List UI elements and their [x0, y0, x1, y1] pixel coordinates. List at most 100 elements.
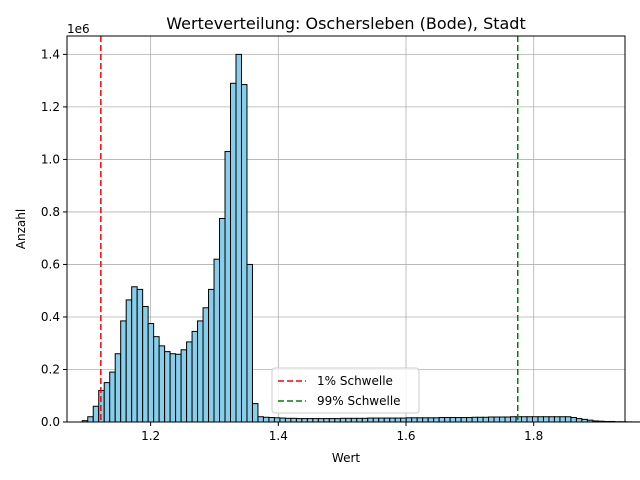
x-tick-label: 1.8: [524, 429, 543, 443]
histogram-bar: [169, 353, 177, 423]
histogram-bar: [444, 417, 451, 423]
histogram-bar: [268, 417, 275, 423]
y-axis-ticks: 0.0 0.2 0.4 0.6 0.8 1.0 1.2 1.4: [41, 47, 67, 429]
histogram-bar: [339, 417, 347, 423]
histogram-bar: [224, 151, 232, 423]
histogram-bar: [499, 416, 506, 423]
histogram-bar: [515, 416, 523, 423]
histogram-bar: [526, 416, 533, 423]
histogram-bar: [312, 418, 319, 423]
histogram-bar: [389, 417, 396, 423]
histogram-bar: [455, 417, 462, 423]
histogram-bar: [257, 416, 264, 423]
histogram-bar: [147, 323, 155, 423]
histogram-bar: [405, 417, 413, 423]
histogram-bar: [295, 418, 303, 423]
y-tick-label: 1.0: [41, 152, 60, 166]
histogram-bar: [235, 53, 242, 423]
histogram-bar: [510, 416, 517, 423]
legend-label-2: 99% Schwelle: [317, 394, 401, 408]
y-tick-label: 0.4: [41, 310, 60, 324]
histogram-bar: [460, 417, 468, 423]
histogram-bar: [230, 82, 237, 423]
histogram-bar: [400, 417, 407, 423]
y-tick-label: 1.4: [41, 47, 60, 61]
histogram-bar: [575, 418, 583, 423]
legend: 1% Schwelle 99% Schwelle: [271, 367, 420, 414]
histogram-bar: [202, 307, 210, 423]
histogram-bar: [175, 353, 182, 423]
histogram-bar: [323, 418, 330, 423]
histogram-bar: [87, 416, 94, 423]
histogram-bar: [542, 416, 550, 423]
histogram-bar: [367, 417, 374, 423]
histogram-bar: [345, 417, 352, 423]
histogram-bar: [213, 258, 221, 423]
histogram-bar: [197, 320, 204, 423]
y-tick-label: 0.6: [41, 257, 60, 271]
histogram-bar: [553, 416, 561, 423]
histogram-bar: [334, 418, 341, 423]
histogram-bar: [477, 416, 484, 423]
histogram-bar: [394, 417, 402, 423]
histogram-bar: [427, 417, 435, 423]
histogram-bar: [164, 351, 171, 423]
legend-box: [271, 367, 420, 414]
histogram-bar: [284, 417, 292, 423]
histogram-bar: [92, 405, 100, 423]
histogram-bar: [328, 418, 336, 423]
histogram-bar: [109, 371, 116, 423]
histogram-bar: [471, 416, 479, 423]
histogram-bar: [548, 416, 555, 423]
histogram-bar: [350, 417, 358, 423]
y-axis-label: Anzahl: [14, 209, 28, 249]
histogram-bar: [240, 84, 248, 423]
histogram-bar: [180, 349, 188, 423]
histogram-bar: [191, 330, 199, 423]
histogram-bar: [531, 416, 539, 423]
histogram-bar: [433, 417, 440, 423]
histogram-bar: [131, 286, 138, 423]
x-tick-label: 1.4: [269, 429, 288, 443]
histogram-bar: [361, 417, 369, 423]
histogram-bar: [273, 417, 281, 423]
histogram-bar: [262, 416, 270, 423]
histogram-bar: [301, 418, 308, 423]
histogram-bar: [493, 416, 501, 423]
chart-title: Werteverteilung: Oschersleben (Bode), St…: [166, 14, 525, 33]
histogram-bar: [251, 403, 259, 423]
histogram-bar: [504, 416, 512, 423]
x-axis-label: Wert: [332, 451, 360, 465]
x-tick-label: 1.2: [141, 429, 160, 443]
histogram-bar: [482, 416, 490, 423]
histogram-bar: [208, 288, 215, 423]
histogram-bar: [186, 341, 193, 423]
histogram-bar: [488, 416, 495, 423]
legend-label-1: 1% Schwelle: [317, 374, 393, 388]
histogram-bar: [564, 416, 572, 423]
histogram-bar: [466, 417, 473, 423]
x-axis-ticks: 1.2 1.4 1.6 1.8: [141, 422, 543, 443]
histogram-bar: [449, 417, 457, 423]
y-tick-label: 0.8: [41, 205, 60, 219]
y-tick-label: 0.0: [41, 415, 60, 429]
histogram-bar: [219, 217, 226, 423]
y-tick-label: 0.2: [41, 362, 60, 376]
histogram-bar: [378, 417, 385, 423]
histogram-bar: [416, 417, 424, 423]
histogram-bar: [438, 417, 446, 423]
histogram-bar: [383, 417, 391, 423]
y-tick-label: 1.2: [41, 100, 60, 114]
histogram-bar: [306, 418, 314, 423]
histogram-bar: [153, 336, 160, 423]
histogram-bar: [537, 416, 544, 423]
histogram-bar: [142, 305, 149, 423]
histogram-bar: [422, 417, 429, 423]
histogram-bar: [279, 417, 286, 423]
histogram-bar: [103, 382, 111, 423]
histogram-bar: [570, 417, 577, 423]
histogram-bar: [411, 417, 418, 423]
histogram-bar: [120, 320, 127, 423]
grid-lines: [67, 36, 625, 423]
